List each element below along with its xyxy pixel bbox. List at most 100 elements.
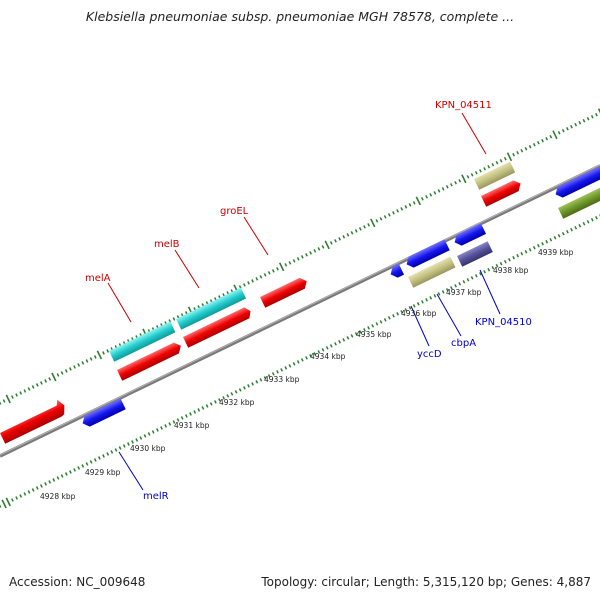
scale-tick — [276, 267, 279, 271]
label-leader — [174, 249, 200, 289]
scale-tick — [566, 229, 569, 234]
gene-label-yccD[interactable]: yccD — [417, 349, 442, 360]
scale-tick — [40, 381, 43, 385]
scale-tick — [541, 138, 544, 143]
scale-tick — [499, 261, 503, 266]
scale-tick — [168, 422, 172, 426]
gene-feature[interactable] — [452, 223, 487, 248]
scale-tick — [288, 261, 292, 265]
label-leader — [107, 282, 132, 323]
scale-tick — [408, 203, 412, 207]
scale-tick — [441, 187, 445, 191]
scale-tick — [379, 320, 383, 324]
gene-feature[interactable] — [558, 177, 600, 219]
scale-tick — [110, 450, 114, 454]
gene-label-KPN_04511[interactable]: KPN_04511 — [435, 100, 492, 111]
scale-tick — [597, 108, 600, 114]
scale-tick — [267, 374, 271, 378]
scale-tick — [102, 454, 105, 458]
scale-tick — [172, 317, 176, 321]
scale-tick — [379, 217, 383, 221]
scale-tick — [56, 476, 60, 480]
scale-tick — [143, 434, 147, 438]
scale-tick — [31, 385, 35, 389]
scale-tick — [483, 167, 486, 171]
gene-feature[interactable] — [176, 287, 247, 330]
gene-feature[interactable] — [457, 241, 493, 267]
gene-feature[interactable] — [404, 239, 450, 269]
scale-tick — [470, 276, 474, 280]
scale-tick — [363, 225, 366, 229]
scale-tick — [305, 356, 308, 360]
scale-tick — [69, 367, 72, 371]
label-leader — [243, 216, 269, 256]
scale-tick — [77, 363, 81, 367]
gene-label-KPN_04510[interactable]: KPN_04510 — [475, 317, 532, 328]
gene-feature[interactable] — [260, 276, 309, 308]
gene-feature[interactable] — [388, 263, 405, 280]
scale-tick — [462, 280, 466, 284]
gene-feature[interactable] — [117, 340, 183, 381]
gene-label-groEL[interactable]: groEL — [220, 206, 249, 217]
scale-tick — [267, 271, 271, 275]
scale-tick — [218, 398, 221, 402]
scale-tick — [176, 418, 180, 422]
scale-tick — [578, 223, 582, 228]
scale-tick — [566, 126, 569, 131]
topology-summary: Topology: circular; Length: 5,315,120 bp… — [261, 575, 591, 589]
scale-tick — [147, 432, 151, 436]
scale-tick — [387, 213, 391, 217]
gene-feature[interactable] — [109, 321, 176, 362]
scale-tick — [284, 263, 288, 267]
gene-label-melA[interactable]: melA — [85, 273, 111, 284]
scale-tick — [15, 393, 18, 397]
scale-tick — [387, 316, 391, 320]
scale-tick — [243, 283, 246, 287]
scale-tick — [209, 402, 213, 406]
scale-tick — [131, 440, 134, 444]
scale-tick — [578, 120, 582, 125]
scale-tick — [73, 365, 76, 369]
kbp-label: 4928 kbp — [40, 492, 76, 501]
scale-tick — [1, 499, 7, 509]
scale-tick — [64, 472, 68, 476]
scale-tick — [23, 389, 27, 393]
scale-tick — [474, 274, 478, 278]
label-leader — [436, 293, 462, 337]
scale-tick — [524, 249, 528, 254]
scale-tick — [506, 152, 513, 162]
gene-feature[interactable] — [408, 256, 456, 288]
scale-tick — [508, 257, 511, 262]
scale-tick — [441, 290, 445, 294]
scale-tick — [172, 420, 176, 424]
scale-tick — [400, 207, 404, 211]
gene-label-melR[interactable]: melR — [143, 491, 169, 502]
scale-tick — [255, 277, 259, 281]
label-leader — [479, 269, 501, 315]
scale-tick — [557, 130, 561, 135]
scale-tick — [528, 144, 532, 149]
gene-feature[interactable] — [80, 398, 126, 428]
scale-tick — [35, 383, 39, 387]
scale-tick — [197, 408, 201, 412]
scale-tick — [48, 480, 52, 484]
gene-feature[interactable] — [481, 178, 523, 207]
gene-label-cbpA[interactable]: cbpA — [451, 338, 476, 349]
scale-tick — [512, 255, 515, 260]
gene-feature[interactable] — [553, 158, 600, 200]
gene-feature[interactable] — [474, 161, 516, 190]
gene-feature[interactable] — [183, 306, 253, 348]
scale-tick — [292, 259, 296, 263]
gene-label-melB[interactable]: melB — [154, 239, 180, 250]
scale-tick — [329, 344, 333, 348]
scale-tick — [491, 265, 495, 270]
scale-tick — [338, 237, 341, 241]
scale-tick — [35, 486, 39, 490]
scale-tick — [271, 372, 275, 376]
scale-tick — [276, 370, 279, 374]
gene-feature[interactable] — [0, 398, 68, 444]
scale-tick — [93, 355, 97, 359]
scale-tick — [528, 247, 532, 252]
scale-tick — [503, 259, 507, 264]
